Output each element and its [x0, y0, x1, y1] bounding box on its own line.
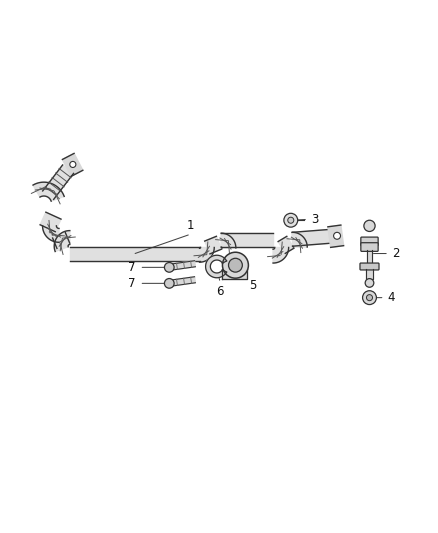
Circle shape	[367, 295, 372, 301]
Polygon shape	[221, 233, 273, 247]
Polygon shape	[169, 277, 195, 286]
Text: 3: 3	[311, 213, 318, 226]
Circle shape	[284, 213, 298, 227]
Polygon shape	[200, 247, 214, 262]
Text: 7: 7	[128, 277, 136, 290]
Text: 7: 7	[128, 261, 136, 274]
Circle shape	[223, 252, 248, 278]
Polygon shape	[205, 236, 222, 254]
Polygon shape	[223, 269, 247, 279]
Circle shape	[229, 259, 242, 272]
FancyBboxPatch shape	[360, 263, 379, 270]
Polygon shape	[221, 233, 236, 248]
Polygon shape	[33, 182, 64, 201]
FancyBboxPatch shape	[361, 243, 378, 252]
Polygon shape	[70, 247, 200, 261]
Polygon shape	[205, 255, 226, 278]
Text: 6: 6	[216, 285, 224, 297]
FancyBboxPatch shape	[361, 237, 378, 246]
Polygon shape	[367, 251, 372, 264]
Polygon shape	[273, 247, 289, 263]
Text: 4: 4	[388, 291, 395, 304]
Circle shape	[70, 161, 76, 167]
Polygon shape	[62, 154, 83, 176]
Polygon shape	[293, 232, 307, 247]
Circle shape	[288, 217, 294, 223]
Polygon shape	[40, 212, 61, 232]
Circle shape	[363, 290, 376, 304]
Polygon shape	[53, 233, 70, 248]
Polygon shape	[42, 226, 59, 243]
Polygon shape	[367, 269, 372, 279]
Polygon shape	[292, 229, 332, 246]
Circle shape	[364, 220, 375, 231]
Text: 2: 2	[392, 247, 399, 260]
Polygon shape	[278, 236, 294, 253]
Polygon shape	[54, 231, 70, 252]
Circle shape	[365, 279, 374, 287]
Circle shape	[164, 279, 174, 288]
Circle shape	[164, 263, 174, 272]
Circle shape	[334, 232, 340, 239]
Text: 5: 5	[249, 279, 257, 293]
Polygon shape	[169, 261, 195, 270]
Text: 1: 1	[187, 219, 194, 232]
Polygon shape	[328, 225, 344, 247]
Polygon shape	[42, 165, 74, 199]
